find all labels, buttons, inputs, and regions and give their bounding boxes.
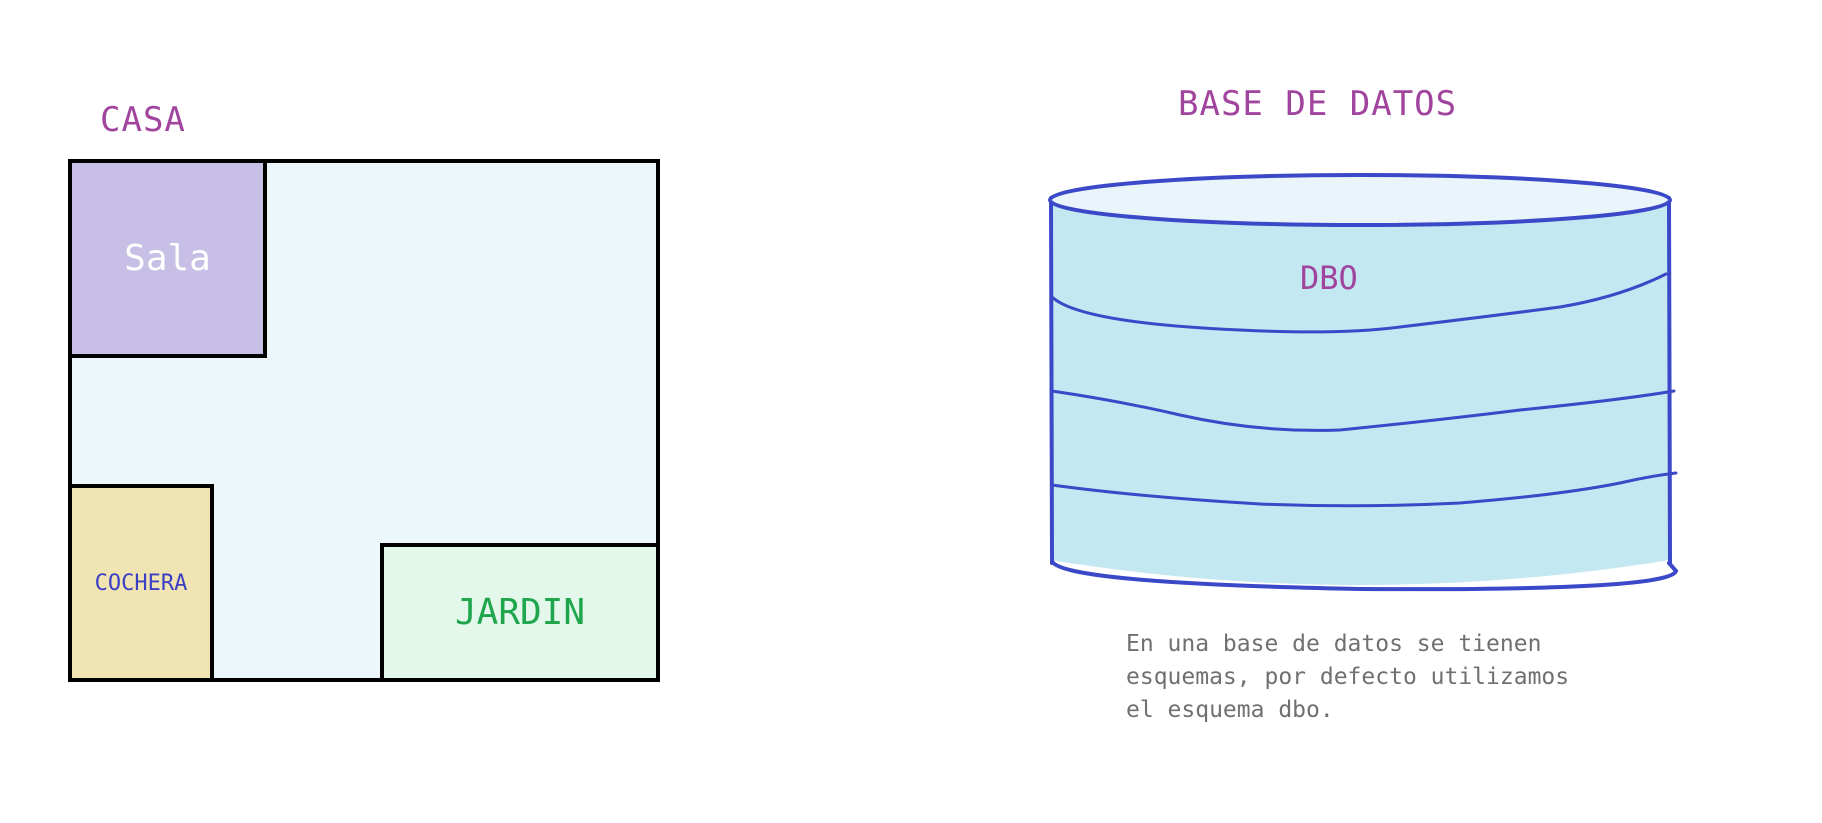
room-cochera: COCHERA bbox=[68, 484, 214, 682]
cylinder-left-wall bbox=[1049, 196, 1054, 565]
schema-divider-2 bbox=[1050, 389, 1676, 432]
schema-divider-1 bbox=[1050, 272, 1668, 334]
database-caption: En una base de datos se tienen esquemas,… bbox=[1126, 631, 1570, 723]
cylinder-body bbox=[1050, 200, 1670, 585]
cylinder-right-wall bbox=[1667, 196, 1672, 565]
room-jardin-label: JARDIN bbox=[454, 592, 586, 633]
house-title: CASA bbox=[100, 100, 186, 140]
database-title: BASE DE DATOS bbox=[1178, 84, 1458, 124]
room-cochera-label: COCHERA bbox=[94, 570, 188, 596]
room-jardin: JARDIN bbox=[380, 543, 660, 682]
database-cylinder-icon bbox=[1048, 173, 1679, 592]
schema-divider-3 bbox=[1050, 471, 1678, 508]
cylinder-bottom bbox=[1050, 559, 1679, 592]
room-sala: Sala bbox=[68, 159, 267, 358]
room-sala-label: Sala bbox=[124, 238, 211, 279]
schema-dbo-label: DBO bbox=[1300, 259, 1358, 297]
cylinder-top bbox=[1048, 173, 1672, 227]
